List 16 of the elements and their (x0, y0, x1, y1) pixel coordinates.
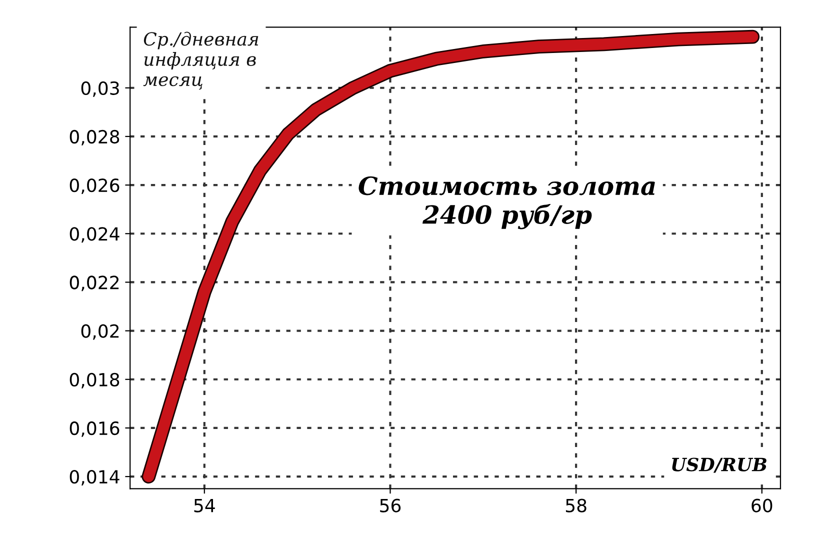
y-tick-label: 0,014 (70, 470, 120, 486)
x-axis-title: USD/RUB (672, 458, 766, 473)
x-tick-label: 56 (380, 498, 401, 512)
y-tick-label: 0,03 (81, 81, 119, 97)
x-tick-label: 54 (194, 498, 215, 512)
annotation: Стоимость золота 2400 руб/гр (358, 176, 655, 230)
y-tick-label: 0,028 (70, 130, 120, 146)
y-tick-label: 0,022 (70, 276, 119, 292)
x-tick-label: 58 (566, 498, 586, 512)
y-tick-label: 0,016 (70, 421, 120, 437)
y-tick-label: 0,02 (81, 324, 119, 340)
y-tick-label: 0,026 (70, 178, 120, 194)
y-tick-label: 0,018 (70, 372, 120, 388)
y-tick-label: 0,024 (70, 227, 120, 243)
y-axis-title: Ср./дневная инфляция в месяц (143, 32, 258, 90)
x-tick-label: 60 (752, 498, 772, 512)
